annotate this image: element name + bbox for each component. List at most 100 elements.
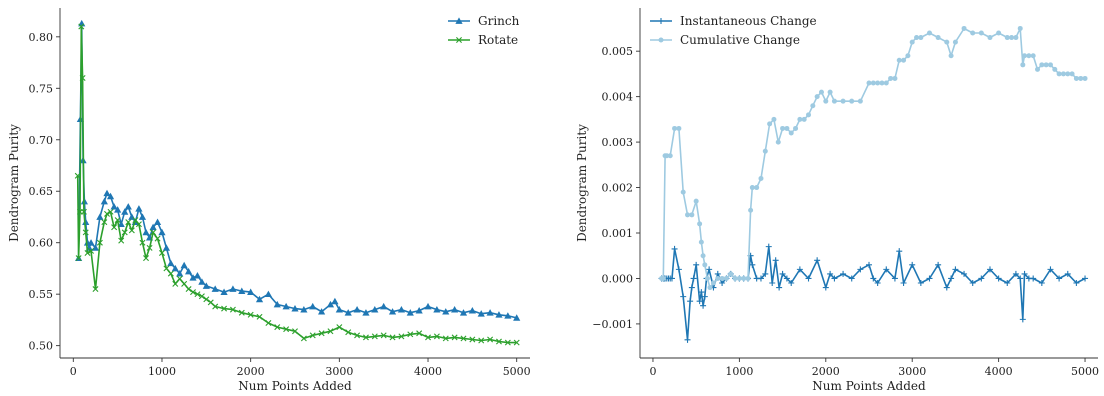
point-instantaneous-change (684, 336, 691, 343)
point-grinch (397, 306, 406, 313)
point-grinch (91, 244, 100, 251)
series-grinch (75, 19, 521, 321)
point-cumulative-change (698, 239, 704, 245)
point-rotate (451, 334, 458, 341)
legend-label-grinch: Grinch (478, 14, 520, 28)
point-cumulative-change (1073, 75, 1079, 81)
point-grinch (486, 309, 494, 316)
legend-marker-cumulative-change (658, 37, 664, 43)
point-grinch (135, 205, 143, 212)
point-cumulative-change (1013, 35, 1019, 41)
point-rotate (185, 286, 192, 293)
point-instantaneous-change (1064, 270, 1071, 277)
point-rotate (167, 270, 174, 277)
point-rotate (460, 335, 467, 342)
point-grinch (171, 264, 179, 272)
point-rotate (504, 339, 511, 346)
point-grinch (318, 308, 326, 315)
point-instantaneous-change (680, 293, 687, 300)
point-grinch (180, 261, 188, 269)
point-rotate (398, 333, 405, 340)
point-cumulative-change (715, 275, 721, 281)
point-cumulative-change (664, 153, 670, 159)
point-instantaneous-change (943, 284, 950, 291)
point-cumulative-change (801, 116, 807, 122)
point-instantaneous-change (1047, 266, 1054, 273)
point-cumulative-change (1043, 62, 1049, 68)
legend-marker-instantaneous-change (658, 18, 664, 24)
point-rotate (146, 244, 153, 251)
point-grinch (153, 218, 162, 225)
x-axis-label: Num Points Added (238, 379, 352, 393)
point-grinch (100, 197, 108, 205)
point-rotate (79, 75, 86, 81)
point-cumulative-change (719, 275, 725, 281)
point-cumulative-change (914, 35, 920, 41)
point-instantaneous-change (701, 293, 708, 300)
series-line-instantaneous-change (661, 245, 1086, 341)
point-rotate (247, 311, 254, 318)
point-rotate (345, 329, 352, 336)
point-instantaneous-change (1012, 270, 1019, 277)
y-tick-label: 0.55 (29, 288, 54, 301)
point-grinch (138, 213, 147, 220)
point-instantaneous-change (827, 270, 834, 277)
point-grinch (495, 311, 503, 318)
point-grinch (309, 302, 317, 310)
point-grinch (117, 220, 125, 228)
point-cumulative-change (952, 39, 958, 45)
point-instantaneous-change (714, 270, 721, 277)
point-instantaneous-change (796, 266, 803, 273)
point-cumulative-change (823, 98, 829, 104)
point-rotate (416, 330, 423, 337)
point-rotate (75, 255, 82, 262)
point-grinch (388, 308, 397, 315)
point-cumulative-change (879, 80, 885, 86)
point-cumulative-change (707, 285, 713, 291)
point-cumulative-change (1082, 75, 1088, 81)
point-rotate (143, 255, 150, 262)
point-grinch (468, 307, 476, 314)
point-grinch (96, 213, 104, 220)
point-rotate (371, 333, 378, 340)
point-cumulative-change (732, 275, 738, 281)
point-grinch (415, 307, 423, 314)
y-tick-label: 0.80 (29, 31, 54, 44)
point-rotate (107, 208, 114, 215)
point-instantaneous-change (995, 275, 1002, 282)
point-instantaneous-change (948, 275, 955, 282)
point-cumulative-change (909, 39, 915, 45)
point-grinch (142, 228, 150, 236)
point-grinch (87, 239, 95, 246)
point-instantaneous-change (874, 280, 881, 286)
point-grinch (282, 302, 290, 310)
point-instantaneous-change (848, 275, 855, 282)
point-instantaneous-change (857, 266, 864, 273)
point-instantaneous-change (769, 280, 776, 286)
point-cumulative-change (748, 207, 754, 213)
point-grinch (124, 203, 132, 210)
point-instantaneous-change (822, 284, 829, 291)
legend-label-rotate: Rotate (478, 33, 518, 47)
point-rotate (176, 275, 183, 282)
x-tick-label: 4000 (985, 365, 1013, 378)
point-instantaneous-change (926, 275, 933, 282)
point-instantaneous-change (779, 270, 786, 277)
point-cumulative-change (1009, 35, 1015, 41)
series-line-rotate (76, 25, 517, 344)
point-instantaneous-change (969, 280, 976, 286)
point-grinch (371, 306, 379, 313)
point-grinch (442, 308, 450, 315)
y-tick-label: 0.002 (602, 182, 634, 195)
point-rotate (300, 335, 307, 342)
point-cumulative-change (797, 116, 803, 122)
point-grinch (331, 297, 339, 305)
point-grinch (238, 287, 246, 294)
point-cumulative-change (767, 121, 773, 127)
point-cumulative-change (697, 221, 703, 227)
point-cumulative-change (1020, 62, 1026, 68)
point-rotate (292, 328, 298, 335)
point-cumulative-change (814, 94, 820, 100)
point-cumulative-change (793, 125, 799, 131)
point-grinch (326, 300, 335, 308)
